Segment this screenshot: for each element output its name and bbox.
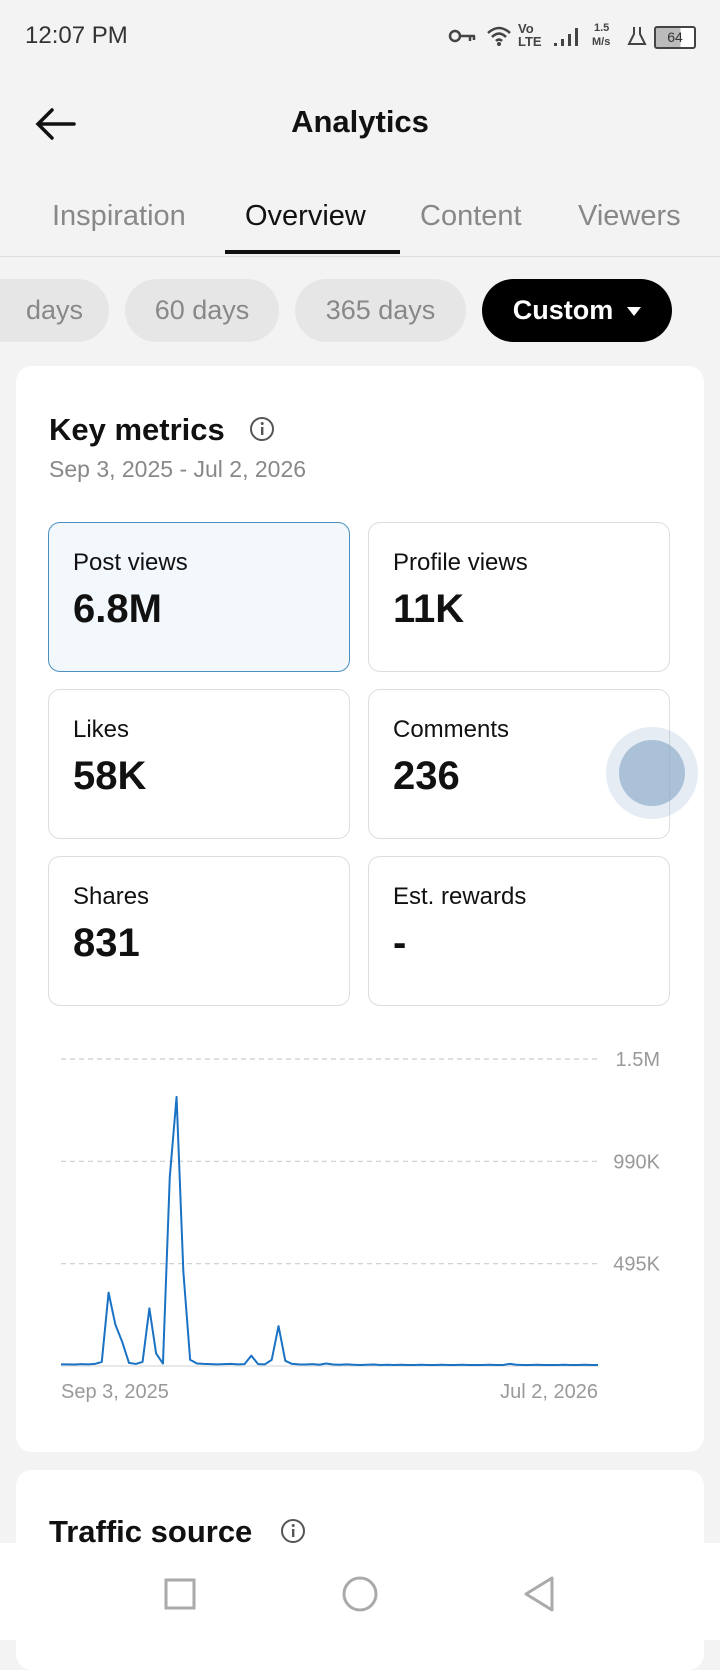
tab[interactable]: Inspiration <box>52 200 186 232</box>
metric-value: - <box>393 921 407 965</box>
back-nav-button[interactable] <box>520 1574 560 1614</box>
info-icon[interactable] <box>249 416 275 442</box>
metric-card[interactable]: Post views 6.8M <box>48 522 350 672</box>
key-icon <box>448 29 476 43</box>
x-tick-label: Jul 2, 2026 <box>500 1381 598 1403</box>
metric-value: 6.8M <box>73 587 162 631</box>
date-range: Sep 3, 2025 - Jul 2, 2026 <box>49 456 307 482</box>
network-top: Vo <box>518 21 534 36</box>
tab[interactable]: Content <box>420 200 522 232</box>
tab[interactable]: Viewers <box>578 200 681 232</box>
chart: 495K 990K 1.5M Sep 3, 2025 Jul 2, 2026 <box>61 1049 661 1403</box>
status-time: 12:07 PM <box>25 22 128 49</box>
metric-card[interactable]: Likes 58K <box>48 689 350 839</box>
chip[interactable]: days <box>0 279 109 342</box>
speed-unit: M/s <box>592 36 611 48</box>
dropdown-arrow <box>627 307 642 317</box>
metric-card[interactable]: Shares 831 <box>48 856 350 1006</box>
touch-indicator-core <box>619 740 685 806</box>
network-bottom: LTE <box>518 34 542 49</box>
flask-icon <box>627 27 647 45</box>
metric-label: Shares <box>73 883 150 910</box>
y-tick-label: 1.5M <box>616 1049 660 1071</box>
metric-value: 58K <box>73 754 147 798</box>
tab-underline <box>225 250 400 254</box>
chip-label: Custom <box>512 295 614 325</box>
metric-value: 831 <box>73 921 140 965</box>
divider <box>0 256 720 257</box>
battery: 64 <box>654 26 696 49</box>
info-icon[interactable] <box>280 1518 306 1544</box>
y-tick-label: 495K <box>613 1254 660 1276</box>
metric-card[interactable]: Profile views 11K <box>368 522 670 672</box>
home-button[interactable] <box>340 1574 380 1614</box>
nav-bar <box>0 1543 720 1640</box>
x-tick-label: Sep 3, 2025 <box>61 1381 169 1403</box>
metric-value: 11K <box>393 587 465 631</box>
tab[interactable]: Overview <box>245 200 366 232</box>
signal-icon <box>554 28 578 46</box>
section-title: Key metrics <box>49 412 225 447</box>
wifi-icon <box>487 26 511 46</box>
metric-label: Comments <box>393 716 510 743</box>
metric-label: Post views <box>73 549 188 576</box>
page-title: Analytics <box>291 104 429 139</box>
y-tick-label: 990K <box>613 1151 660 1173</box>
metric-value: 236 <box>393 754 460 798</box>
recents-button[interactable] <box>160 1574 200 1614</box>
metric-label: Est. rewards <box>393 883 527 910</box>
chip[interactable]: Custom <box>482 279 672 342</box>
chip[interactable]: 365 days <box>295 279 466 342</box>
back-button[interactable] <box>32 104 80 144</box>
speed-value: 1.5 <box>594 22 610 34</box>
chip[interactable]: 60 days <box>125 279 279 342</box>
metric-card[interactable]: Est. rewards - <box>368 856 670 1006</box>
metric-label: Profile views <box>393 549 528 576</box>
line-series <box>61 1095 598 1366</box>
metric-label: Likes <box>73 716 130 743</box>
